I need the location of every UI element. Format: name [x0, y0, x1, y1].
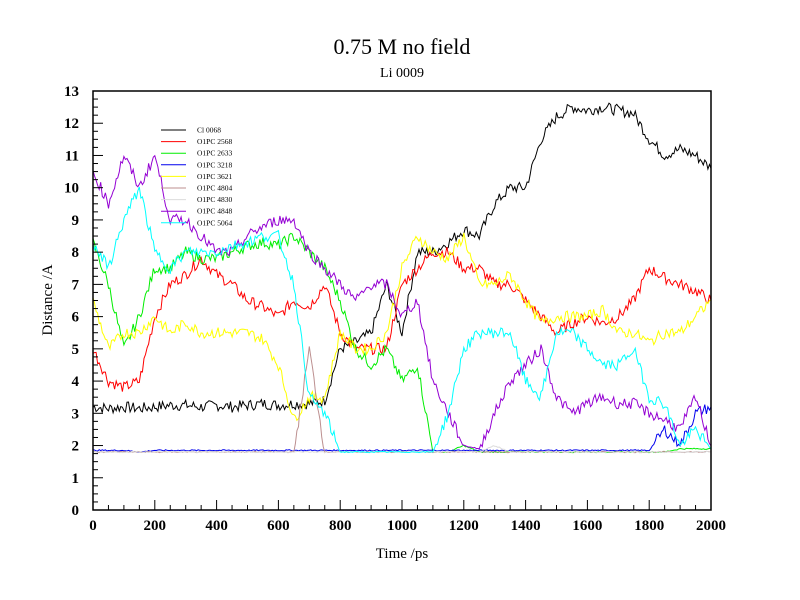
legend-label: O1PC 3218	[197, 160, 232, 169]
x-tick-label: 1400	[511, 518, 541, 534]
y-axis-label: Distance /A	[40, 264, 56, 335]
x-tick-label: 1200	[449, 518, 479, 534]
x-tick-label: 1600	[572, 518, 602, 534]
legend: Cl 0068 O1PC 2568 O1PC 2633 O1PC 3218 O1PC 3…	[161, 126, 232, 227]
series-line-3	[92, 404, 712, 454]
series-line-7	[92, 154, 712, 450]
y-tick-label: 8	[72, 245, 80, 261]
legend-label: O1PC 2568	[197, 137, 232, 146]
x-tick-label: 400	[205, 518, 228, 534]
y-tick-label: 13	[64, 84, 79, 100]
legend-label: O1PC 5064	[197, 218, 232, 227]
series-line-1	[92, 246, 712, 392]
y-tick-label: 4	[72, 374, 80, 390]
y-tick-label: 3	[72, 406, 80, 422]
y-tick-label: 2	[72, 439, 80, 455]
y-tick-label: 12	[64, 116, 79, 132]
series-line-0	[92, 102, 712, 415]
x-tick-label: 2000	[696, 518, 726, 534]
y-tick-label: 10	[64, 181, 79, 197]
x-tick-label: 800	[329, 518, 352, 534]
legend-label: O1PC 4848	[197, 207, 232, 216]
y-tick-label: 11	[65, 148, 79, 164]
x-axis-label: Time /ps	[376, 546, 429, 562]
chart-subtitle: Li 0009	[380, 66, 424, 81]
tick-layer: 0 200 400 600 800 1000 1200 1400 1600 1800 2000012…	[64, 84, 726, 534]
y-tick-label: 5	[72, 342, 80, 358]
legend-label: O1PC 3621	[197, 172, 232, 181]
y-tick-label: 7	[72, 277, 80, 293]
x-tick-label: 200	[144, 518, 167, 534]
x-tick-label: 1000	[387, 518, 417, 534]
plot-frame	[92, 90, 712, 511]
series-line-8	[92, 186, 712, 454]
x-tick-label: 600	[267, 518, 290, 534]
x-tick-label: 1800	[634, 518, 664, 534]
y-tick-label: 9	[72, 213, 80, 229]
y-tick-label: 6	[72, 310, 80, 326]
chart-title: 0.75 M no field	[334, 34, 471, 59]
y-tick-label: 1	[72, 471, 80, 487]
legend-label: O1PC 2633	[197, 149, 232, 158]
legend-label: O1PC 4830	[197, 195, 232, 204]
x-tick-label: 0	[89, 518, 97, 534]
legend-label: O1PC 4804	[197, 184, 232, 193]
y-tick-label: 0	[72, 503, 80, 519]
legend-label: Cl 0068	[197, 126, 221, 135]
series-layer	[92, 102, 712, 454]
series-line-2	[92, 232, 712, 454]
series-line-4	[92, 232, 712, 422]
